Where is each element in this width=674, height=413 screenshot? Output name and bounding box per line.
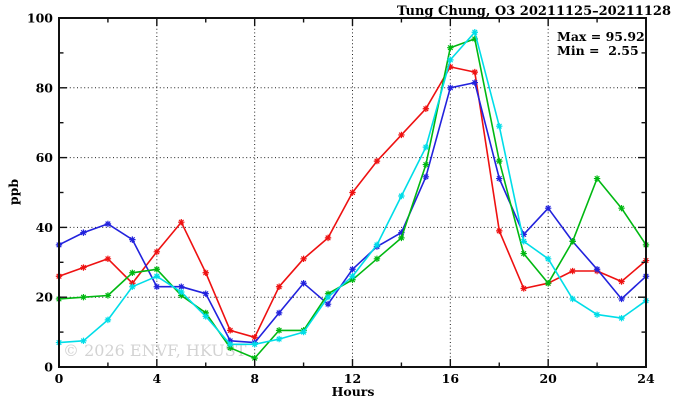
series-green	[55, 35, 650, 362]
x-tick-label: 12	[344, 371, 361, 386]
y-axis-label: ppb	[6, 179, 21, 205]
x-tick-label: 0	[55, 371, 64, 386]
x-axis-label: Hours	[332, 384, 375, 399]
max-annotation: Max = 95.92	[557, 29, 645, 44]
min-annotation: Min = 2.55	[557, 43, 639, 58]
max-min-annotation: Max = 95.92 Min = 2.55	[557, 29, 645, 58]
x-tick-label: 20	[539, 371, 557, 386]
y-tick-label: 20	[36, 290, 54, 305]
y-tick-label: 40	[36, 220, 54, 235]
data-series	[55, 29, 650, 362]
watermark: © 2026 ENVF, HKUST	[63, 341, 247, 360]
y-tick-label: 100	[27, 11, 53, 26]
series-line-cyan	[58, 31, 647, 346]
chart-title: Tung Chung, O3 20211125–20211128	[397, 4, 671, 19]
x-tick-label: 24	[637, 371, 655, 386]
watermark-text: © 2026 ENVF, HKUST	[63, 341, 247, 360]
y-tick-label: 60	[36, 150, 54, 165]
y-tick-label: 0	[44, 360, 53, 375]
axis-ticks	[58, 17, 647, 368]
x-tick-label: 4	[152, 371, 161, 386]
y-tick-label: 80	[36, 80, 54, 95]
gridlines	[59, 18, 646, 367]
x-tick-label: 16	[442, 371, 460, 386]
axis-tick-labels: 0 20 40 60 80 100 0 4 8 12 16 20 24	[27, 11, 655, 387]
x-tick-label: 8	[250, 371, 259, 386]
